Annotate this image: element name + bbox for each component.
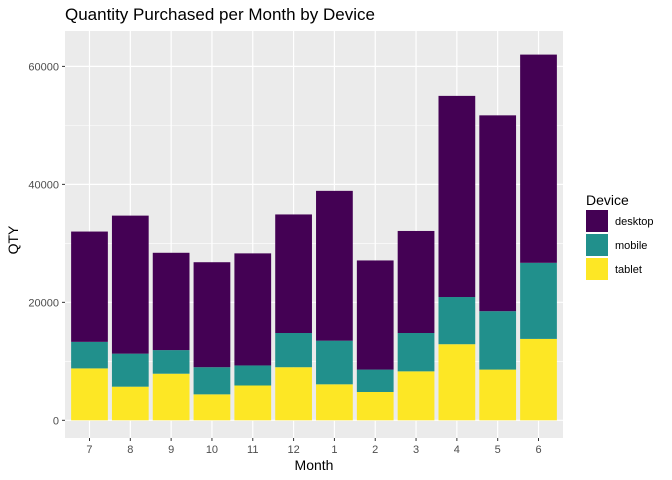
x-tick-label: 1 bbox=[331, 444, 337, 456]
x-axis-title: Month bbox=[295, 457, 334, 473]
x-tick-label: 7 bbox=[86, 444, 92, 456]
bar-mobile-9 bbox=[152, 350, 190, 374]
bar-desktop-3 bbox=[397, 230, 435, 334]
bar-desktop-4 bbox=[438, 95, 476, 298]
bar-mobile-2 bbox=[356, 369, 394, 392]
bar-mobile-6 bbox=[520, 262, 557, 339]
bar-tablet-10 bbox=[193, 394, 231, 421]
x-tick-label: 9 bbox=[168, 444, 174, 456]
bar-mobile-10 bbox=[193, 367, 231, 395]
legend-label-desktop: desktop bbox=[615, 216, 654, 228]
bar-tablet-12 bbox=[275, 367, 312, 421]
x-tick-label: 12 bbox=[287, 444, 299, 456]
bar-desktop-8 bbox=[111, 215, 149, 354]
x-tick-label: 10 bbox=[206, 444, 218, 456]
bar-tablet-6 bbox=[520, 338, 557, 421]
bar-desktop-6 bbox=[520, 54, 557, 263]
bar-desktop-11 bbox=[234, 253, 272, 366]
y-tick-label: 20000 bbox=[28, 297, 59, 309]
bar-desktop-9 bbox=[152, 252, 190, 351]
x-tick-label: 3 bbox=[413, 444, 419, 456]
legend-label-tablet: tablet bbox=[615, 264, 642, 276]
y-axis: 0 20000 40000 60000 bbox=[28, 61, 65, 427]
bar-desktop-10 bbox=[193, 262, 231, 368]
bar-mobile-4 bbox=[438, 297, 476, 345]
bar-mobile-5 bbox=[479, 311, 517, 370]
y-axis-title: QTY bbox=[5, 225, 21, 254]
y-tick-label: 60000 bbox=[28, 61, 59, 73]
bar-desktop-1 bbox=[316, 190, 353, 341]
bar-tablet-11 bbox=[234, 385, 272, 421]
x-tick-label: 5 bbox=[495, 444, 501, 456]
bar-tablet-4 bbox=[438, 344, 476, 421]
bar-desktop-7 bbox=[71, 231, 108, 342]
bar-mobile-1 bbox=[316, 340, 353, 385]
legend-label-mobile: mobile bbox=[615, 240, 647, 252]
legend-title: Device bbox=[586, 192, 629, 208]
y-tick-label: 0 bbox=[53, 415, 59, 427]
x-tick-label: 8 bbox=[127, 444, 133, 456]
legend-key-desktop bbox=[586, 210, 608, 232]
x-tick-label: 4 bbox=[454, 444, 460, 456]
bar-tablet-9 bbox=[152, 373, 190, 421]
bar-desktop-2 bbox=[356, 260, 394, 370]
legend-key-tablet bbox=[586, 258, 608, 280]
x-tick-label: 11 bbox=[247, 444, 258, 456]
legend: Device desktop mobile tablet bbox=[586, 192, 654, 280]
bar-mobile-8 bbox=[111, 353, 149, 387]
y-tick-label: 40000 bbox=[28, 179, 59, 191]
bar-tablet-7 bbox=[71, 368, 108, 421]
bar-tablet-1 bbox=[316, 384, 353, 421]
bar-mobile-3 bbox=[397, 333, 435, 372]
chart-title: Quantity Purchased per Month by Device bbox=[65, 5, 375, 24]
x-axis: 7 8 9 10 11 12 1 2 3 4 5 6 bbox=[86, 438, 542, 456]
bar-mobile-7 bbox=[71, 341, 108, 369]
bars bbox=[71, 54, 557, 421]
bar-mobile-11 bbox=[234, 365, 272, 386]
bar-tablet-5 bbox=[479, 369, 517, 421]
bar-tablet-8 bbox=[111, 386, 149, 421]
bar-desktop-5 bbox=[479, 115, 517, 312]
bar-desktop-12 bbox=[275, 214, 312, 334]
legend-key-mobile bbox=[586, 234, 608, 256]
x-tick-label: 6 bbox=[535, 444, 541, 456]
bar-tablet-2 bbox=[356, 391, 394, 421]
bar-tablet-3 bbox=[397, 371, 435, 421]
bar-mobile-12 bbox=[275, 333, 312, 368]
x-tick-label: 2 bbox=[372, 444, 378, 456]
